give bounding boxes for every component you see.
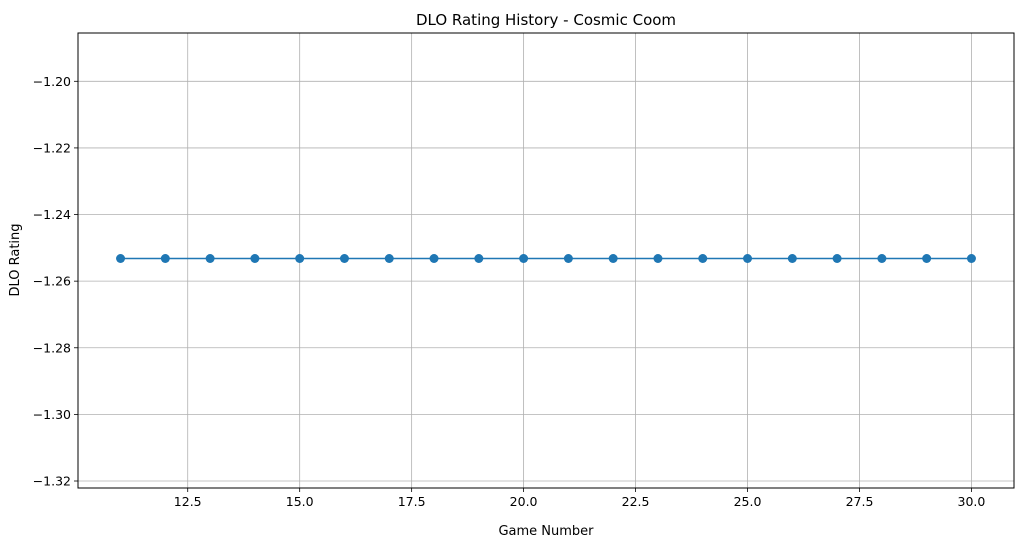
x-tick-label: 25.0	[734, 494, 762, 509]
y-tick-label: −1.30	[33, 407, 71, 422]
y-tick-label: −1.28	[33, 340, 71, 355]
chart-title: DLO Rating History - Cosmic Coom	[416, 11, 676, 29]
data-point	[787, 254, 797, 264]
data-point	[653, 254, 663, 264]
data-point	[832, 254, 842, 264]
data-point	[608, 254, 618, 264]
x-tick-label: 12.5	[174, 494, 202, 509]
data-point	[160, 254, 170, 264]
x-tick-label: 22.5	[622, 494, 650, 509]
y-tick-label: −1.24	[33, 207, 71, 222]
x-axis-label: Game Number	[498, 524, 594, 539]
y-tick-label: −1.22	[33, 140, 71, 155]
series-layer	[116, 254, 976, 264]
x-axis: 12.5 15.0 17.5 20.0 22.5 25.0 27.5 30.0	[174, 488, 986, 509]
data-point	[698, 254, 708, 264]
data-point	[877, 254, 887, 264]
x-tick-label: 17.5	[398, 494, 426, 509]
data-point	[922, 254, 932, 264]
data-point	[519, 254, 529, 264]
y-tick-label: −1.26	[33, 274, 71, 289]
data-point	[116, 254, 126, 264]
x-tick-label: 15.0	[286, 494, 314, 509]
data-point	[295, 254, 305, 264]
y-axis-label: DLO Rating	[8, 223, 23, 296]
y-axis: −1.32 −1.30 −1.28 −1.26 −1.24 −1.22 −1.20	[33, 74, 78, 489]
y-tick-label: −1.32	[33, 474, 71, 489]
x-tick-label: 20.0	[510, 494, 538, 509]
data-point	[743, 254, 753, 264]
data-point	[966, 254, 976, 264]
data-point	[339, 254, 349, 264]
plot-frame	[77, 32, 1015, 489]
data-point	[474, 254, 484, 264]
data-point	[205, 254, 215, 264]
data-point	[429, 254, 439, 264]
data-point	[384, 254, 394, 264]
x-tick-label: 30.0	[958, 494, 986, 509]
x-tick-label: 27.5	[846, 494, 874, 509]
data-point	[563, 254, 573, 264]
data-point	[250, 254, 260, 264]
y-tick-label: −1.20	[33, 74, 71, 89]
